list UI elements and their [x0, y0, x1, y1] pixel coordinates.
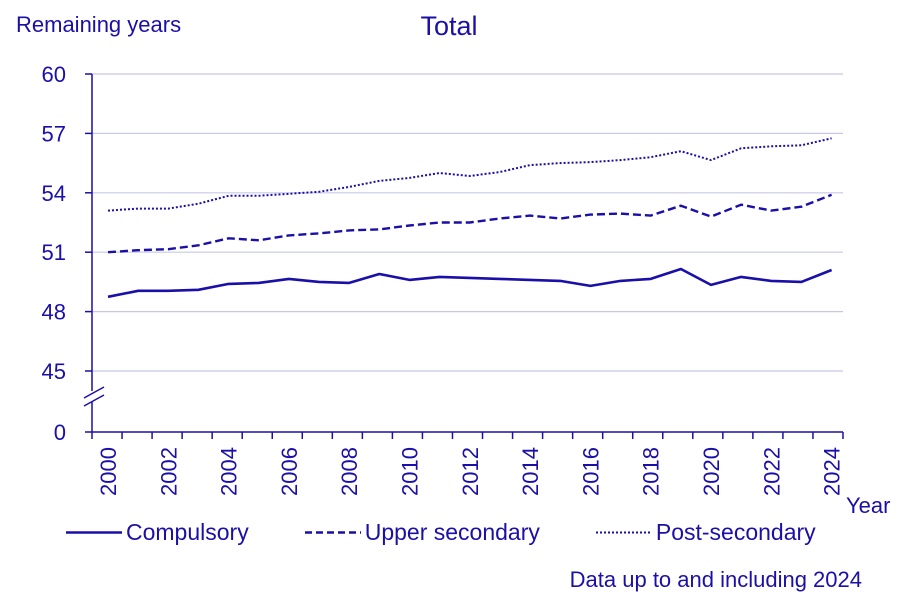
- y-tick-label: 0: [54, 420, 66, 445]
- legend-swatch-dotted: [595, 531, 652, 534]
- x-tick-label: 2004: [217, 447, 242, 496]
- x-tick-label: 2024: [820, 447, 845, 496]
- legend-label: Compulsory: [126, 519, 249, 545]
- y-axis-label: Remaining years: [16, 12, 181, 37]
- x-tick-label: 2022: [759, 447, 784, 496]
- legend-item-post-secondary: Post-secondary: [595, 519, 816, 546]
- x-tick-label: 2002: [156, 447, 181, 496]
- legend-label: Post-secondary: [655, 519, 816, 545]
- x-tick-labels: 2000 2002 2004 2006 2008 2010 2012 2014 2016 2018…: [96, 447, 845, 496]
- x-tick-label: 2006: [277, 447, 302, 496]
- x-tick-label: 2012: [458, 447, 483, 496]
- y-tick-label: 45: [42, 359, 66, 384]
- legend-label: Upper secondary: [364, 519, 540, 545]
- axis-break-mark-2: [83, 394, 105, 407]
- legend-swatch-dashed: [304, 531, 361, 534]
- x-tick-label: 2010: [398, 447, 423, 496]
- y-tick-label: 60: [42, 62, 66, 87]
- legend: Compulsory Upper secondary Post-secondar…: [66, 519, 816, 546]
- y-tick-labels: 0 45 48 51 54 57 60: [42, 62, 66, 445]
- x-tick-label: 2000: [96, 447, 121, 496]
- x-tick-label: 2014: [518, 447, 543, 496]
- axis-break-mark-1: [83, 386, 105, 399]
- axes: [80, 73, 844, 439]
- series-line-compulsory: [107, 267, 833, 299]
- x-tick-label: 2020: [699, 447, 724, 496]
- series-lines: [107, 137, 833, 299]
- footnote: Data up to and including 2024: [569, 567, 862, 592]
- y-tick-label: 57: [42, 121, 66, 146]
- x-tick-label: 2016: [578, 447, 603, 496]
- x-tick-label: 2008: [337, 447, 362, 496]
- series-line-post-secondary: [107, 137, 832, 212]
- x-axis-label: Year: [846, 493, 890, 518]
- y-tick-label: 51: [42, 240, 66, 265]
- y-tick-label: 48: [42, 300, 66, 325]
- series-line-upper-secondary: [107, 193, 833, 254]
- chart-title: Total: [420, 11, 477, 41]
- axis-break-gap: [80, 391, 104, 402]
- legend-item-compulsory: Compulsory: [66, 519, 249, 546]
- y-tick-label: 54: [42, 181, 66, 206]
- legend-swatch-solid: [66, 531, 122, 534]
- x-tick-label: 2018: [639, 447, 664, 496]
- legend-item-upper-secondary: Upper secondary: [304, 519, 540, 546]
- grid-lines: [92, 73, 843, 372]
